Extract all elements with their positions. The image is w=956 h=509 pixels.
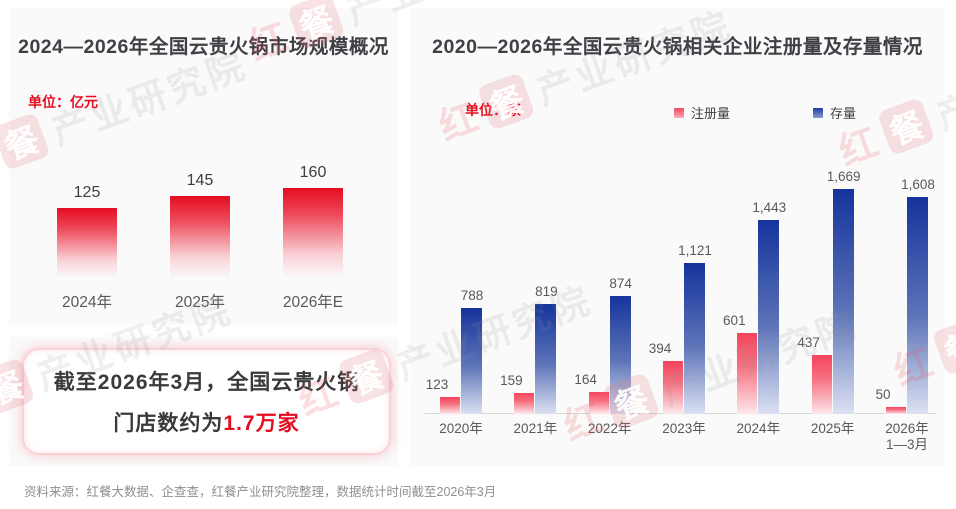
registrations-legend-label: 注册量 xyxy=(691,106,731,121)
year-category-label: 2023年 xyxy=(662,421,706,436)
registrations-value-label: 50 xyxy=(875,387,891,402)
market-size-value-label: 160 xyxy=(299,164,327,181)
registrations-value-label: 159 xyxy=(500,373,523,388)
key-fact-line1: 截至2026年3月，全国云贵火锅 xyxy=(53,371,360,394)
key-fact-panel: 截至2026年3月，全国云贵火锅 门店数约为1.7万家 xyxy=(9,337,398,466)
stock-bar xyxy=(535,304,557,414)
registrations-bar xyxy=(811,355,832,414)
registrations-bar xyxy=(662,361,683,414)
registrations-value-label: 601 xyxy=(723,313,746,328)
stock-value-label: 874 xyxy=(609,276,632,291)
market-size-bar-chart: 125 2024年 145 2025年 160 2026年E xyxy=(9,164,398,311)
year-category-label: 2024年 xyxy=(736,421,781,436)
stock-value-label: 1,121 xyxy=(678,243,712,258)
stock-legend-swatch xyxy=(813,107,823,118)
stock-value-label: 819 xyxy=(535,284,558,299)
registrations-unit-label: 单位：家 xyxy=(465,102,521,118)
stock-value-label: 1,669 xyxy=(826,169,861,184)
registrations-bar xyxy=(440,397,460,414)
stock-bar xyxy=(683,263,705,414)
registrations-bar xyxy=(885,407,906,414)
year-category-label: 2025年 xyxy=(810,421,855,436)
stock-value-label: 1,608 xyxy=(901,177,935,192)
market-size-category-label: 2026年E xyxy=(282,294,344,311)
source-note: 资料来源：红餐大数据、企查查，红餐产业研究院整理，数据统计时间截至2026年3月 xyxy=(24,485,497,499)
market-size-unit-label: 单位：亿元 xyxy=(28,94,98,110)
stock-bar xyxy=(609,296,631,414)
registrations-value-label: 164 xyxy=(574,372,597,387)
registrations-bar xyxy=(588,392,609,414)
registrations-panel: 2020—2026年全国云贵火锅相关企业注册量及存量情况 单位：家 注册量 存量… xyxy=(411,8,944,466)
legend-item-stock: 存量 xyxy=(813,103,856,122)
registrations-title: 2020—2026年全国云贵火锅相关企业注册量及存量情况 xyxy=(432,36,923,58)
stock-value-label: 788 xyxy=(460,288,484,303)
year-category-label: 2020年 xyxy=(439,421,483,436)
stock-bar xyxy=(832,189,854,414)
market-size-title: 2024—2026年全国云贵火锅市场规模概况 xyxy=(18,36,389,58)
registrations-bar xyxy=(737,333,758,414)
key-fact-line2: 门店数约为1.7万家 xyxy=(113,407,299,437)
year-category-label: 2021年 xyxy=(513,421,558,436)
market-size-category-label: 2025年 xyxy=(175,294,225,311)
year-category-label: 2026年 1—3月 xyxy=(885,421,929,452)
registrations-legend-swatch xyxy=(674,107,684,118)
year-category-label: 2022年 xyxy=(587,421,632,436)
market-size-value-label: 125 xyxy=(73,184,101,201)
market-size-category-label: 2024年 xyxy=(62,294,112,311)
registrations-value-label: 123 xyxy=(425,377,449,392)
legend-item-registrations: 注册量 xyxy=(674,103,730,122)
registrations-value-label: 394 xyxy=(648,341,672,356)
market-size-bar-2026年E xyxy=(283,188,343,278)
market-size-value-label: 145 xyxy=(186,172,214,189)
market-size-panel: 2024—2026年全国云贵火锅市场规模概况 单位：亿元 125 2024年 145… xyxy=(9,8,398,325)
stock-value-label: 1,443 xyxy=(752,200,787,215)
stock-bar xyxy=(461,308,482,414)
stock-bar xyxy=(758,220,780,414)
market-size-bar-2024年 xyxy=(57,208,117,278)
registrations-grouped-bar-chart: 123 788 2020年 159 819 2021年 164 874 2022年 394 1,12… xyxy=(411,158,944,452)
stock-legend-label: 存量 xyxy=(830,106,857,121)
key-fact-box: 截至2026年3月，全国云贵火锅 门店数约为1.7万家 xyxy=(22,348,391,455)
key-fact-line2-prefix: 门店数约为 xyxy=(113,412,224,435)
market-size-bar-2025年 xyxy=(170,196,230,278)
stock-bar xyxy=(906,197,928,414)
registrations-value-label: 437 xyxy=(797,335,820,350)
registrations-bar xyxy=(514,393,535,414)
key-fact-highlight: 1.7万家 xyxy=(223,412,300,435)
